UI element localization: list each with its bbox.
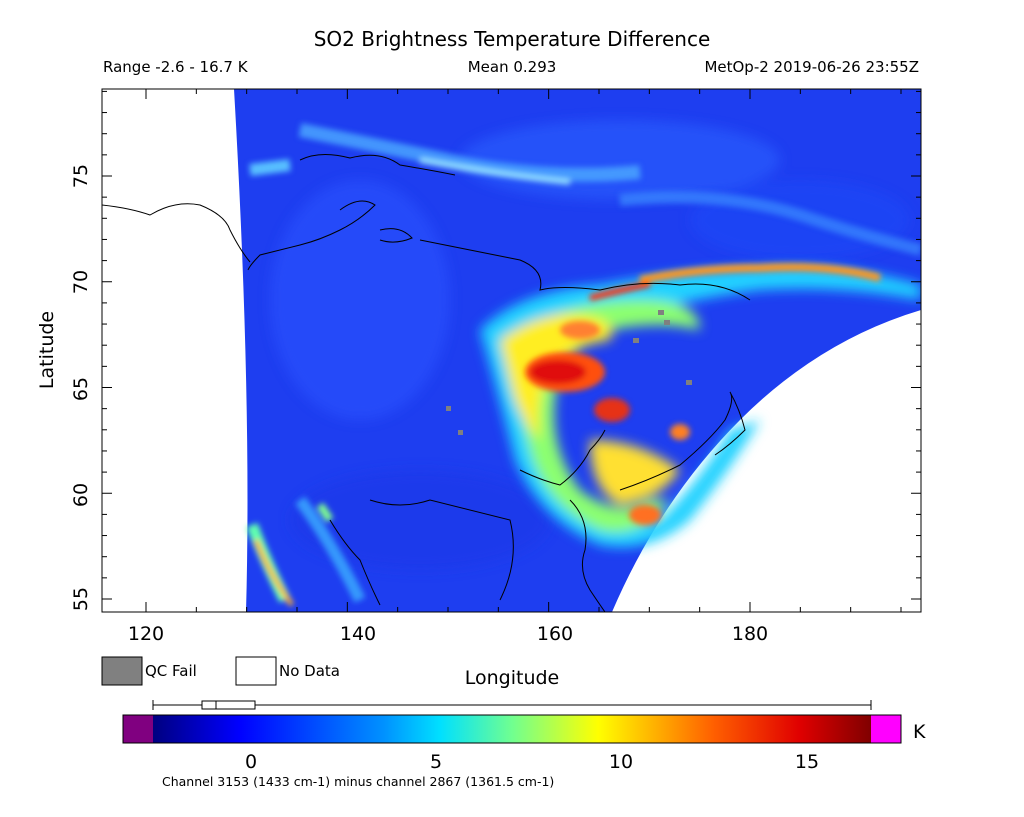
- qc-fail-pixels: [446, 310, 692, 435]
- x-axis-label: Longitude: [465, 667, 560, 689]
- x-tick-label: 180: [732, 623, 768, 645]
- colorbar-tick-label: 0: [245, 751, 257, 773]
- no-data-swatch: [235, 656, 277, 686]
- x-tick-label: 140: [340, 623, 376, 645]
- y-tick-label: 60: [70, 483, 92, 507]
- chart-title: SO2 Brightness Temperature Difference: [314, 27, 711, 51]
- x-tick-label: 160: [537, 623, 573, 645]
- qc-fail-swatch: [101, 656, 143, 686]
- upper-plume: [249, 123, 921, 256]
- range-text: Range -2.6 - 16.7 K: [103, 58, 249, 76]
- colorbar-frame: [122, 714, 902, 744]
- distribution-boxplot: [152, 700, 872, 710]
- satellite-time-text: MetOp-2 2019-06-26 23:55Z: [704, 58, 919, 76]
- main-plume: [480, 263, 921, 548]
- y-tick-label: 70: [70, 270, 92, 294]
- map-plot-area: [102, 89, 921, 612]
- no-data-label: No Data: [279, 662, 340, 680]
- y-tick-label: 65: [70, 377, 92, 401]
- channel-note: Channel 3153 (1433 cm-1) minus channel 2…: [162, 774, 554, 789]
- y-tick-label: 55: [70, 587, 92, 611]
- colorbar: [153, 715, 871, 743]
- x-tick-label: 120: [128, 623, 164, 645]
- axis-ticks: [102, 89, 921, 612]
- colorbar-over: [871, 715, 901, 743]
- coastlines: [102, 154, 751, 612]
- colorbar-tick-label: 15: [795, 751, 819, 773]
- lower-left-plume: [246, 496, 366, 607]
- plot-frame: [101, 88, 922, 613]
- y-tick-label: 75: [70, 164, 92, 188]
- colorbar-under: [123, 715, 153, 743]
- colorbar-unit: K: [913, 721, 926, 743]
- qc-fail-label: QC Fail: [145, 662, 197, 680]
- colorbar-tick-label: 10: [609, 751, 633, 773]
- mean-text: Mean 0.293: [468, 58, 557, 76]
- colorbar-tick-label: 5: [430, 751, 442, 773]
- y-axis-label: Latitude: [36, 311, 58, 389]
